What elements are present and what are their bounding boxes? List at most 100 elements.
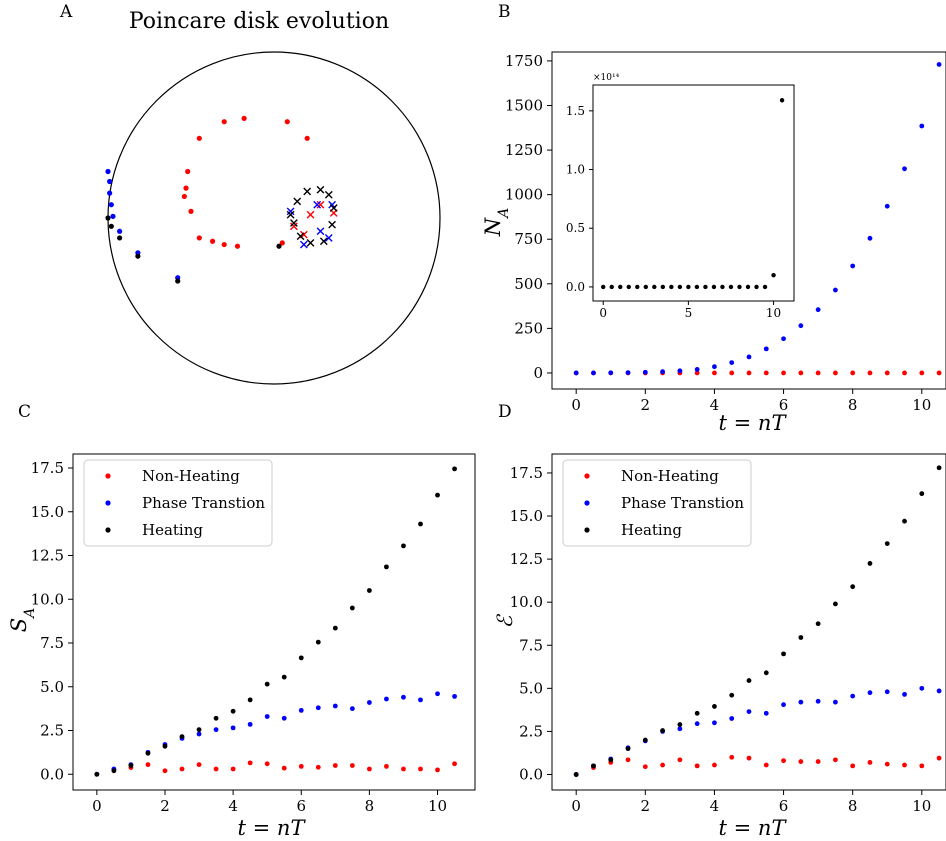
x-tick-label: 2 (160, 797, 170, 815)
data-point-phase-transition (729, 716, 735, 721)
y-tick-label: 1500 (505, 96, 543, 114)
data-point-phase-transition (712, 364, 717, 370)
data-point-non-heating (418, 766, 423, 772)
data-point-non-heating (332, 763, 338, 768)
y-tick-label: 17.5 (510, 464, 543, 482)
disk-point-non-heating (221, 241, 227, 248)
inset-multiplier: ×10¹⁴ (593, 73, 620, 83)
data-point-heating (712, 704, 717, 709)
data-point-heating (694, 284, 700, 290)
data-point-non-heating (366, 766, 372, 772)
data-point-phase-transition (867, 235, 873, 241)
data-point-phase-transition (332, 703, 338, 709)
data-point-heating (573, 772, 579, 777)
data-point-heating (720, 284, 725, 290)
data-point-phase-transition (452, 693, 457, 699)
legend-label-heating: Heating (142, 521, 203, 539)
data-point-non-heating (833, 757, 838, 763)
data-point-phase-transition (264, 714, 270, 719)
disk-cross-phase-transition (286, 207, 295, 216)
x-tick-label: 4 (228, 797, 238, 815)
disk-point-non-heating (241, 115, 247, 121)
data-point-non-heating (833, 370, 838, 376)
x-tick-label: 5 (685, 306, 693, 320)
legend-label-non-heating: Non-Heating (142, 467, 240, 485)
disk-cross-heating (290, 219, 298, 227)
x-tick-label: 8 (365, 797, 375, 815)
y-tick-label: 2.5 (519, 722, 543, 740)
data-point-non-heating (936, 370, 942, 376)
data-point-phase-transition (642, 369, 648, 375)
data-point-non-heating (315, 764, 321, 770)
data-point-heating (652, 284, 657, 290)
y-tick-label: 0.5 (566, 221, 585, 235)
legend-label-heating: Heating (621, 521, 682, 539)
data-point-heating (754, 284, 759, 290)
y-tick-label: 2.5 (40, 722, 64, 740)
disk-point-non-heating (279, 240, 285, 246)
x-tick-label: 6 (779, 396, 789, 414)
data-point-phase-transition (625, 370, 631, 375)
panel-b-axes: 0 2 4 6 8 10 0 250 500 750 1000 1250 1500 1750 (505, 52, 932, 414)
panel-c-axes: 0 2 4 6 8 10 0.0 2.5 5.0 7.5 10.0 12.5 15.0 17.5 (31, 459, 447, 815)
data-point-phase-transition (213, 727, 219, 733)
data-point-heating (418, 521, 423, 527)
panel-b: B 0 2 4 6 8 10 0 250 500 750 1000 1250 1500 1750 t = … (481, 2, 946, 435)
data-point-non-heating (729, 370, 735, 376)
data-point-non-heating (298, 763, 304, 769)
disk-cross-heating (296, 232, 305, 241)
y-tick-label: 0.0 (566, 280, 585, 294)
data-point-non-heating (452, 761, 457, 767)
data-point-heating (196, 727, 202, 733)
data-point-phase-transition (608, 370, 614, 376)
disk-point-phase-transition (107, 190, 113, 196)
data-point-heating (213, 715, 219, 721)
x-tick-label: 6 (779, 797, 789, 815)
data-point-phase-transition (746, 709, 752, 714)
data-point-non-heating (867, 370, 873, 376)
panel-c: C 0 2 4 6 8 10 0.0 2.5 5.0 7.5 10.0 12.5 15.0 17.5 t … (7, 402, 476, 840)
data-point-heating (247, 697, 253, 703)
data-point-phase-transition (349, 706, 355, 712)
legend-marker-non-heating (105, 473, 111, 479)
disk-point-heating (117, 235, 123, 241)
data-point-heating (366, 588, 372, 593)
data-point-heating (435, 492, 440, 498)
data-point-phase-transition (366, 700, 372, 705)
disk-cross-heating (324, 190, 333, 199)
panel-d-plot-frame (551, 453, 946, 791)
data-point-non-heating (247, 760, 253, 766)
data-point-non-heating (213, 766, 219, 772)
data-point-heating (737, 284, 742, 290)
data-point-non-heating (712, 762, 717, 768)
disk-point-non-heating (304, 135, 310, 141)
y-tick-label: 5.0 (519, 679, 543, 697)
data-point-heating (452, 466, 457, 472)
panel-b-plot-frame (551, 51, 946, 390)
data-point-phase-transition (902, 166, 907, 172)
data-point-non-heating (230, 766, 236, 772)
data-point-heating (686, 284, 691, 290)
data-point-heating (230, 708, 236, 714)
disk-cross-heating (286, 210, 295, 219)
panel-c-xlabel: t = nT (238, 816, 307, 840)
data-point-heating (763, 670, 769, 676)
data-point-non-heating (781, 370, 786, 376)
legend-marker-heating (105, 527, 111, 533)
panel-b-letter: B (498, 2, 511, 22)
data-point-heating (384, 564, 389, 570)
data-point-phase-transition (196, 731, 202, 737)
disk-point-heating (105, 215, 111, 221)
data-point-phase-transition (884, 203, 890, 209)
disk-point-heating (276, 243, 282, 249)
data-point-phase-transition (591, 370, 596, 376)
data-point-non-heating (694, 763, 700, 769)
panel-c-legend: Non-Heating Phase Transtion Heating (83, 459, 273, 547)
data-point-phase-transition (435, 691, 440, 697)
data-point-heating (618, 284, 623, 290)
legend-marker-phase-transition (584, 500, 590, 506)
data-point-phase-transition (781, 336, 786, 342)
y-tick-label: 10.0 (31, 590, 64, 608)
y-tick-label: 1000 (505, 186, 543, 204)
panel-d-xlabel: t = nT (719, 816, 788, 840)
